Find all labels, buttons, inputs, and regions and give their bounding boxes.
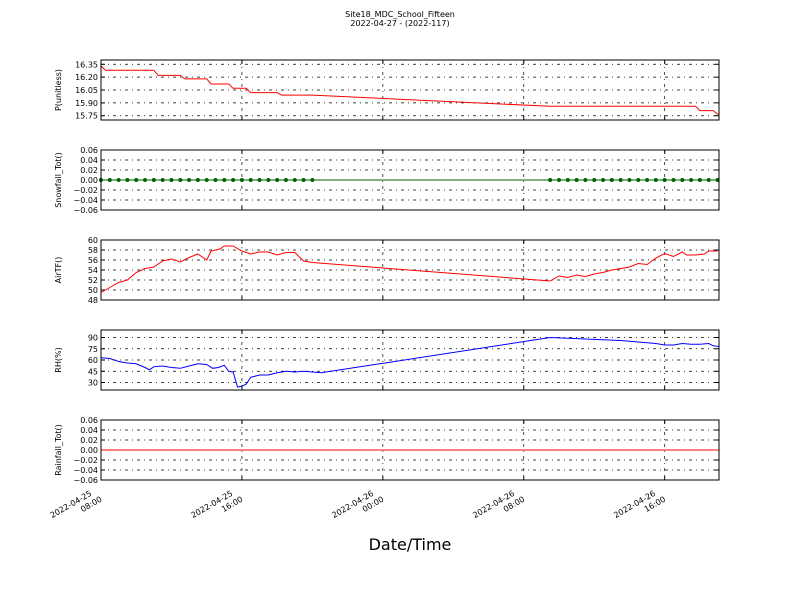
data-point — [592, 178, 597, 182]
data-point — [195, 178, 200, 182]
data-point — [239, 178, 244, 182]
y-tick-label: 58 — [88, 246, 98, 255]
data-point — [222, 178, 227, 182]
data-point — [689, 178, 694, 182]
data-point — [310, 178, 315, 182]
y-tick-label: 50 — [88, 286, 98, 295]
y-tick-label: 90 — [88, 334, 98, 343]
data-point — [565, 178, 570, 182]
y-tick-label: −0.04 — [73, 196, 98, 205]
data-point — [143, 178, 148, 182]
data-point — [706, 178, 711, 182]
data-point — [151, 178, 156, 182]
data-point — [556, 178, 561, 182]
y-axis-label: P(unitless) — [54, 69, 63, 111]
y-tick-label: 60 — [88, 236, 98, 245]
data-point — [248, 178, 253, 182]
plot-frame — [100, 419, 720, 481]
x-axis-label: Date/Time — [369, 535, 452, 554]
plot-frame — [100, 239, 720, 301]
data-point — [645, 178, 650, 182]
data-point — [574, 178, 579, 182]
data-point — [653, 178, 658, 182]
data-line — [100, 336, 720, 388]
data-point — [275, 178, 280, 182]
y-tick-label: 52 — [88, 276, 98, 285]
data-point — [292, 178, 297, 182]
data-point — [283, 178, 288, 182]
y-tick-label: 0.06 — [80, 416, 98, 425]
y-axis-label: Rainfall_Tot() — [54, 424, 63, 476]
y-tick-label: 16.35 — [75, 60, 98, 69]
data-point — [662, 178, 667, 182]
plot-frame — [100, 149, 720, 211]
data-point — [187, 178, 192, 182]
data-point — [680, 178, 685, 182]
data-point — [627, 178, 632, 182]
y-tick-label: −0.06 — [73, 476, 98, 485]
y-tick-label: 54 — [88, 266, 98, 275]
data-point — [609, 178, 614, 182]
y-tick-label: 56 — [88, 256, 98, 265]
y-tick-label: 30 — [88, 379, 98, 388]
y-tick-label: 60 — [88, 356, 98, 365]
plot-frame — [100, 329, 720, 391]
data-point — [636, 178, 641, 182]
y-tick-label: 75 — [88, 345, 98, 354]
y-axis-label: AirTF() — [54, 257, 63, 284]
x-tick-label: 2022-04-2508:00 — [49, 486, 104, 529]
y-tick-label: −0.02 — [73, 186, 98, 195]
data-point — [601, 178, 606, 182]
data-point — [169, 178, 174, 182]
data-line — [100, 245, 718, 293]
data-point — [160, 178, 165, 182]
y-tick-label: 0.04 — [80, 426, 98, 435]
data-point — [134, 178, 139, 182]
y-tick-label: 0.02 — [80, 436, 98, 445]
data-point — [116, 178, 121, 182]
data-point — [125, 178, 130, 182]
y-tick-label: −0.04 — [73, 466, 98, 475]
y-axis-label: Snowfall_Tot() — [54, 152, 63, 208]
y-tick-label: −0.06 — [73, 206, 98, 215]
x-tick-label: 2022-04-2516:00 — [189, 486, 244, 529]
data-point — [697, 178, 702, 182]
y-tick-label: 0.00 — [80, 176, 98, 185]
chart-subtitle: 2022-04-27 - (2022-117) — [350, 19, 449, 28]
data-point — [671, 178, 676, 182]
y-tick-label: 0.06 — [80, 146, 98, 155]
y-tick-label: −0.02 — [73, 456, 98, 465]
data-point — [548, 178, 553, 182]
data-point — [266, 178, 271, 182]
data-point — [178, 178, 183, 182]
chart-title: Site18_MDC_School_Fifteen — [345, 10, 455, 19]
y-tick-label: 0.02 — [80, 166, 98, 175]
y-tick-label: 48 — [88, 296, 98, 305]
data-point — [213, 178, 218, 182]
y-tick-label: 16.05 — [75, 86, 98, 95]
x-tick-label: 2022-04-2600:00 — [330, 486, 385, 529]
data-line — [100, 65, 719, 115]
plot-frame — [100, 59, 720, 121]
data-point — [583, 178, 588, 182]
y-axis-label: RH(%) — [54, 347, 63, 372]
y-tick-label: 15.90 — [75, 99, 98, 108]
x-tick-label: 2022-04-2608:00 — [471, 486, 526, 529]
y-tick-label: 15.75 — [75, 112, 98, 121]
y-tick-label: 0.00 — [80, 446, 98, 455]
y-tick-label: 0.04 — [80, 156, 98, 165]
data-point — [231, 178, 236, 182]
data-point — [257, 178, 262, 182]
data-point — [107, 178, 112, 182]
y-tick-label: 16.20 — [75, 73, 98, 82]
y-tick-label: 45 — [88, 367, 98, 376]
data-point — [301, 178, 306, 182]
data-point — [618, 178, 623, 182]
data-point — [204, 178, 209, 182]
x-tick-label: 2022-04-2616:00 — [612, 486, 667, 529]
